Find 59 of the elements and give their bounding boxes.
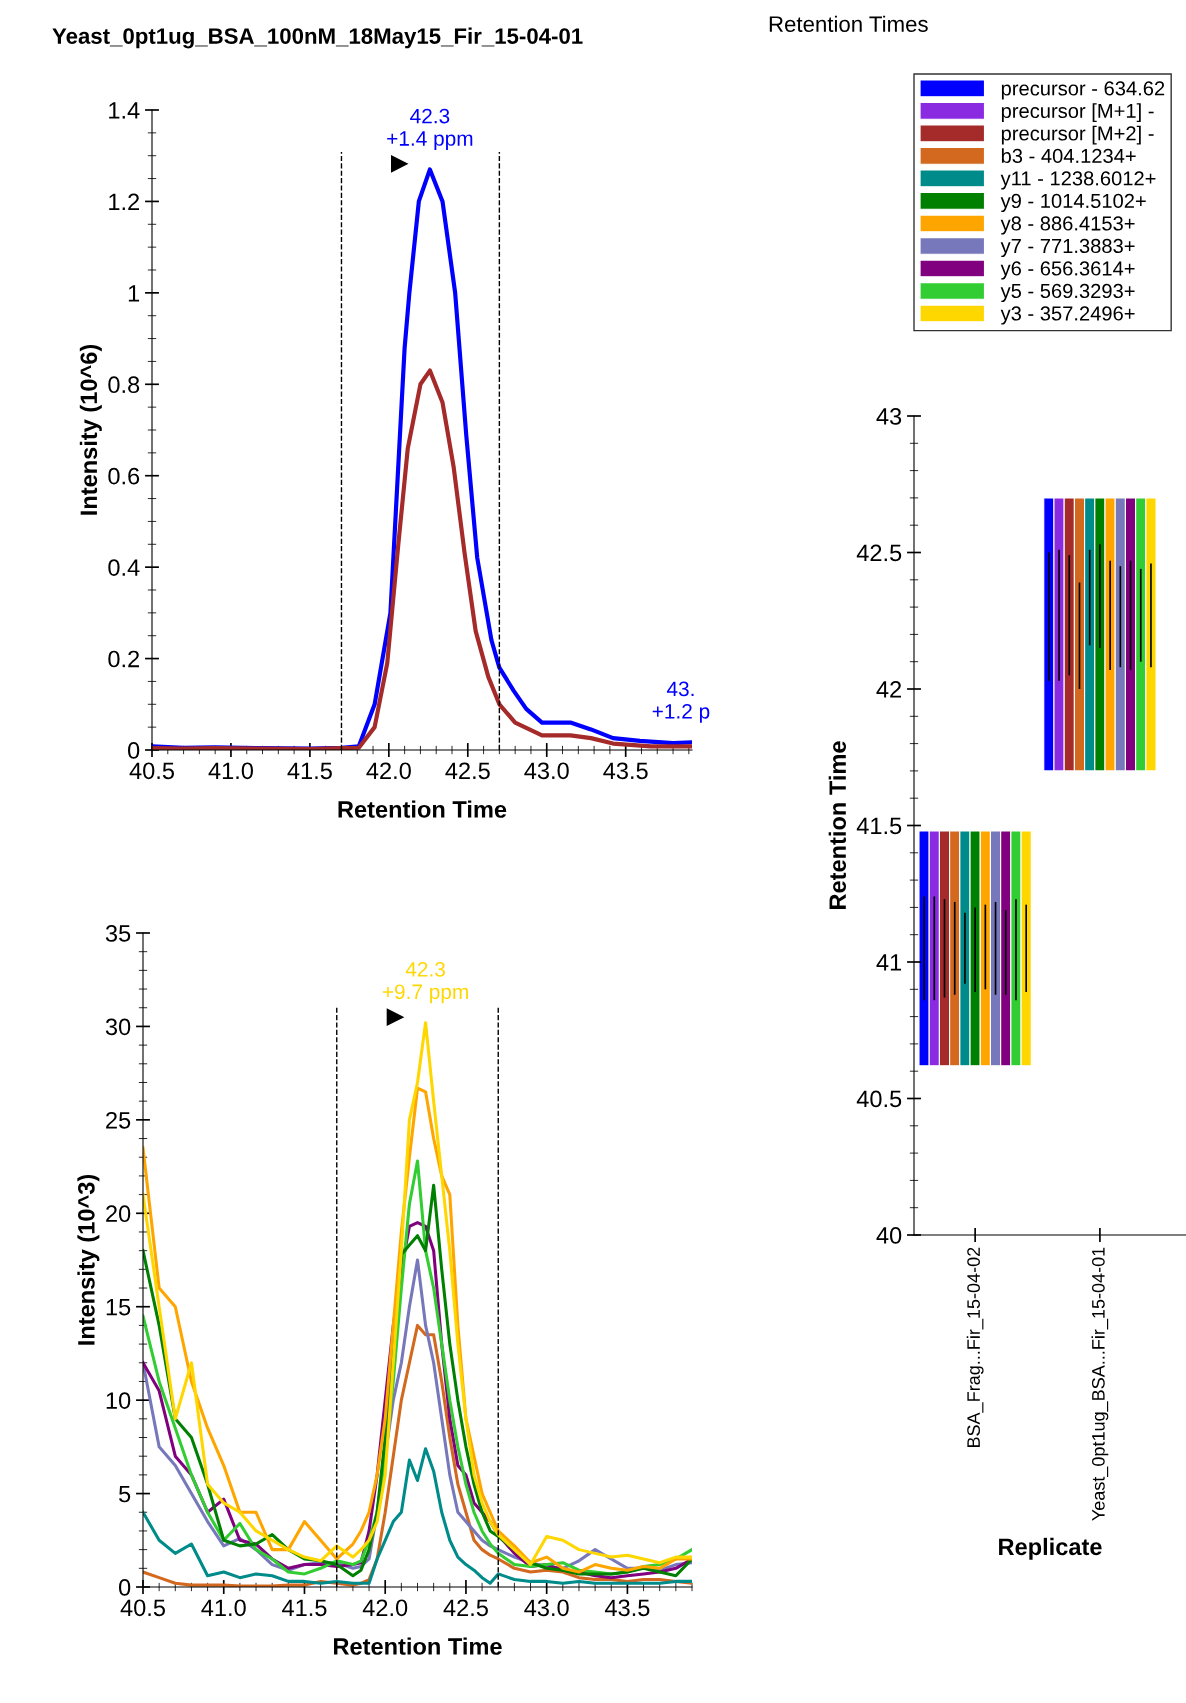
x-tick-label: Yeast_0pt1ug_BSA...Fir_15-04-01 — [1091, 1247, 1109, 1521]
legend-label: y6 - 656.3614+ — [1000, 261, 1135, 280]
annotation: 42.3 +9.7 ppm — [382, 961, 468, 1004]
y-tick-label: 0.2 — [108, 650, 140, 668]
x-axis-title: Retention Time — [334, 1637, 502, 1655]
legend-label: b3 - 404.1234+ — [1001, 148, 1136, 164]
y-tick-label: 5 — [119, 1485, 131, 1503]
y-tick-label: 1.4 — [109, 102, 140, 119]
x-tick-label: BSA_Frag...Fir_15-04-02 — [966, 1247, 984, 1448]
x-tick-label: 41.0 — [201, 1599, 246, 1617]
x-tick-label: 42.0 — [362, 1599, 408, 1617]
y-tick-label: 42 — [876, 681, 902, 698]
x-tick-label: 41.0 — [208, 762, 253, 780]
y-tick-label: 1.2 — [109, 193, 140, 210]
legend-label: y3 - 357.2496+ — [1000, 306, 1135, 325]
x-tick-label: 41.5 — [287, 762, 332, 780]
legend-label: precursor - 634.62 — [1001, 81, 1165, 100]
y-tick-label: 43 — [876, 408, 902, 425]
y-tick-label: 0.8 — [108, 376, 140, 394]
x-tick-label: 43.5 — [604, 1599, 650, 1617]
y-tick-label: 41.5 — [856, 817, 902, 835]
y-tick-label: 30 — [105, 1018, 131, 1036]
chart-title: Yeast_0pt1ug_BSA_100nM_18May15_Fir_15-04-01 — [52, 27, 583, 49]
legend-label: precursor [M+1] - — [1001, 103, 1154, 123]
legend-label: y5 - 569.3293+ — [1000, 283, 1135, 303]
annotation: 42.3 +1.4 ppm — [387, 108, 473, 150]
x-tick-label: 43.0 — [524, 762, 569, 780]
y-tick-label: 0 — [118, 1579, 131, 1596]
y-tick-label: 41 — [876, 954, 902, 971]
y-tick-label: 0.4 — [108, 559, 140, 576]
y-tick-label: 10 — [106, 1392, 131, 1409]
x-tick-label: 41.5 — [282, 1599, 327, 1617]
y-tick-label: 20 — [106, 1205, 131, 1223]
legend-label: y7 - 771.3883+ — [1000, 238, 1135, 258]
y-tick-label: 0 — [127, 742, 140, 759]
x-tick-label: 43.0 — [524, 1599, 569, 1617]
x-axis-title: Replicate — [999, 1537, 1102, 1560]
y-tick-label: 40 — [876, 1227, 902, 1244]
legend-label: y8 - 886.4153+ — [1000, 216, 1135, 235]
y-axis-title: Intensity (10^6) — [79, 344, 102, 515]
x-tick-label: 42.5 — [443, 1599, 488, 1617]
y-tick-label: 25 — [106, 1111, 131, 1129]
y-tick-label: 42.5 — [856, 544, 902, 562]
x-tick-label: 42.5 — [445, 762, 490, 780]
y-tick-label: 0.6 — [108, 467, 140, 485]
y-tick-label: 35 — [105, 925, 131, 942]
legend-label: y9 - 1014.5102+ — [1000, 193, 1146, 213]
y-axis-title: Intensity (10^3) — [77, 1174, 100, 1345]
y-tick-label: 1 — [128, 285, 140, 302]
x-tick-label: 43.5 — [603, 762, 648, 780]
legend-label: y11 - 1238.6012+ — [1000, 171, 1156, 190]
x-axis-title: Retention Time — [338, 800, 507, 818]
y-axis-title: Retention Time — [828, 741, 847, 909]
y-tick-label: 15 — [106, 1299, 131, 1316]
chart-title: Retention Times — [769, 15, 928, 32]
x-tick-label: 42.0 — [366, 762, 411, 780]
y-tick-label: 40.5 — [856, 1090, 902, 1108]
annotation: 43. +1.2 p — [652, 681, 710, 723]
legend-label: precursor [M+2] - — [1001, 125, 1154, 145]
